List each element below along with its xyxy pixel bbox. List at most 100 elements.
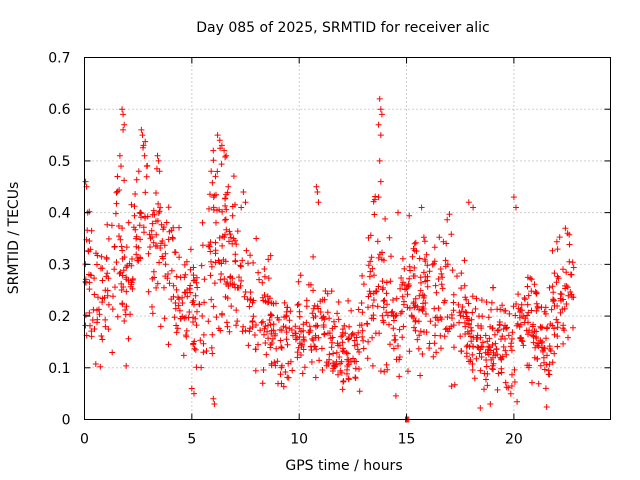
data-point bbox=[551, 331, 558, 338]
data-point bbox=[98, 253, 105, 260]
data-point bbox=[548, 306, 555, 313]
data-point bbox=[261, 325, 268, 332]
data-point bbox=[482, 332, 489, 339]
data-point bbox=[142, 189, 149, 196]
data-point bbox=[437, 332, 444, 339]
data-point bbox=[489, 365, 496, 372]
data-point bbox=[399, 334, 406, 341]
data-point bbox=[542, 385, 549, 392]
data-point bbox=[516, 314, 523, 321]
data-point bbox=[162, 250, 169, 257]
data-points bbox=[82, 95, 577, 423]
data-point bbox=[150, 239, 157, 246]
data-point bbox=[499, 333, 506, 340]
data-point bbox=[483, 363, 490, 370]
data-point bbox=[260, 367, 267, 373]
data-point bbox=[173, 286, 180, 293]
data-point bbox=[370, 297, 377, 303]
data-point bbox=[86, 279, 93, 286]
data-point bbox=[125, 277, 132, 284]
data-point bbox=[128, 201, 135, 208]
data-point bbox=[535, 340, 542, 347]
data-point bbox=[313, 322, 319, 329]
data-point bbox=[296, 325, 303, 332]
data-point bbox=[140, 224, 147, 231]
data-point bbox=[284, 341, 291, 348]
data-point bbox=[113, 259, 120, 266]
data-point bbox=[392, 336, 399, 343]
data-point bbox=[272, 362, 279, 369]
data-point bbox=[354, 346, 361, 353]
data-point bbox=[147, 244, 153, 250]
data-point bbox=[417, 372, 424, 379]
data-point bbox=[441, 299, 447, 306]
data-point bbox=[561, 327, 568, 334]
data-point bbox=[121, 254, 128, 261]
data-point bbox=[250, 259, 257, 266]
data-point bbox=[222, 202, 229, 209]
data-point bbox=[199, 313, 206, 319]
data-point bbox=[464, 342, 471, 349]
data-point bbox=[422, 300, 429, 306]
data-point bbox=[270, 327, 277, 334]
data-point bbox=[509, 329, 516, 336]
data-point bbox=[285, 374, 292, 381]
data-point bbox=[280, 323, 287, 330]
data-point bbox=[364, 355, 371, 362]
data-point bbox=[295, 344, 302, 351]
data-point bbox=[468, 338, 475, 345]
data-point bbox=[294, 302, 301, 308]
data-point bbox=[160, 226, 167, 233]
data-point bbox=[218, 271, 225, 277]
data-point bbox=[349, 330, 356, 337]
data-point bbox=[123, 303, 130, 310]
data-point bbox=[278, 380, 285, 387]
y-tick-label: 0.7 bbox=[48, 51, 70, 67]
data-point bbox=[345, 297, 352, 304]
data-point bbox=[375, 283, 382, 290]
data-point bbox=[566, 241, 573, 248]
data-point bbox=[390, 345, 397, 352]
data-point bbox=[96, 311, 103, 318]
data-point bbox=[490, 360, 497, 367]
data-point bbox=[114, 173, 121, 180]
data-point bbox=[539, 338, 546, 345]
data-point bbox=[424, 283, 431, 290]
data-point bbox=[194, 284, 201, 291]
data-point bbox=[145, 250, 152, 257]
data-point bbox=[179, 300, 186, 306]
data-point bbox=[249, 324, 256, 330]
data-point bbox=[492, 340, 499, 347]
data-point bbox=[185, 314, 192, 321]
data-point bbox=[171, 314, 178, 321]
data-point bbox=[174, 325, 181, 332]
data-point bbox=[457, 312, 464, 319]
data-point bbox=[373, 288, 380, 295]
data-point bbox=[117, 236, 124, 243]
data-point bbox=[265, 275, 272, 282]
data-point bbox=[415, 318, 422, 325]
data-point bbox=[488, 299, 495, 306]
data-point bbox=[549, 283, 556, 290]
data-point bbox=[442, 326, 449, 333]
data-point bbox=[151, 274, 158, 281]
data-point bbox=[234, 228, 241, 235]
data-point bbox=[463, 296, 470, 303]
data-point bbox=[206, 243, 213, 250]
data-point bbox=[236, 274, 242, 281]
data-point bbox=[120, 284, 127, 290]
data-point bbox=[381, 297, 388, 304]
data-point bbox=[461, 282, 468, 289]
data-point bbox=[426, 340, 433, 347]
data-point bbox=[269, 335, 276, 342]
data-point bbox=[222, 231, 228, 238]
data-point bbox=[193, 364, 200, 371]
data-point bbox=[123, 362, 130, 369]
data-point bbox=[439, 274, 446, 281]
data-point bbox=[86, 286, 93, 293]
data-point bbox=[207, 272, 214, 279]
data-point bbox=[450, 322, 457, 329]
data-point bbox=[562, 225, 569, 232]
data-point bbox=[192, 292, 199, 299]
data-point bbox=[488, 306, 494, 313]
